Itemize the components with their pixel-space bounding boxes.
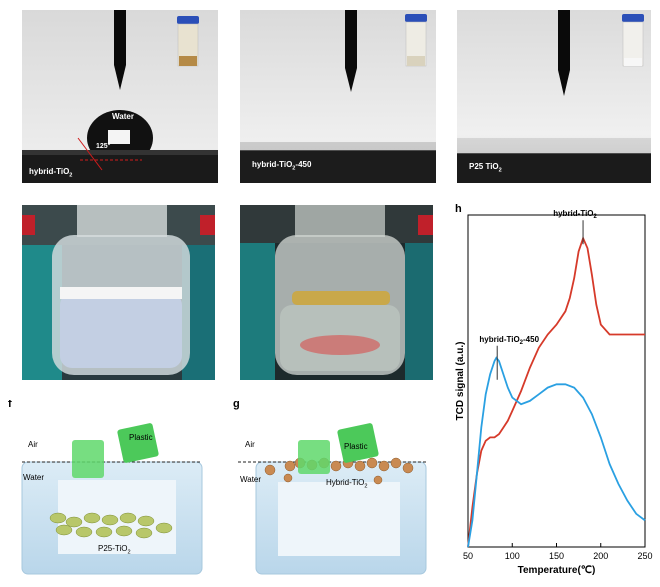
panel-b-image: b hybrid-TiO2-450 [240,10,436,183]
plastic-label-g: Plastic [344,442,368,451]
water-label-f: Water [23,473,45,482]
tpd-chart: 50 100 150 200 250 Temperature(℃) TCD signal (… [455,205,660,583]
needle-shape [114,10,126,90]
angle-label: 125° [96,143,111,150]
panel-a-image: a Water 125° hybrid-TiO2 [22,10,218,183]
panel-e-image: e [240,205,433,380]
contact-angle-photo-a [22,10,218,183]
sample-label-c: P25 TiO2 [469,162,502,174]
y-axis-label: TCD signal (a.u.) [455,342,466,421]
catalyst-label-g: Hybrid-TiO2 [326,478,368,490]
x-tick-label: 100 [505,551,520,561]
air-label-g: Air [245,440,255,449]
contact-angle-photo-c [457,10,651,183]
annotation-hybrid: hybrid-TiO2 [553,209,597,220]
reactor-photo-d [22,205,215,380]
water-label: Water [112,112,134,121]
x-axis-label: Temperature(℃) [518,565,596,576]
tpd-chart-svg: 50 100 150 200 250 Temperature(℃) TCD signal (… [455,209,653,576]
panel-f-schematic: f Air Water Plastic P25-TiO2 [8,400,213,580]
panel-g-schematic: g Air Water Plastic Hybrid-TiO2 [228,400,433,580]
catalyst-label-f: P25-TiO2 [98,544,131,556]
contact-angle-photo-b [240,10,436,183]
schematic-f [21,423,203,575]
reactor-photo-e [240,205,433,380]
water-label-g: Water [240,475,262,484]
sample-label-b: hybrid-TiO2-450 [252,160,312,172]
panel-label-h: h [455,203,462,215]
x-tick-label: 50 [463,551,473,561]
schematic-g [238,423,427,575]
series-line-0 [467,235,645,548]
x-tick-label: 250 [637,551,652,561]
panel-d-image: d [22,205,215,380]
plastic-label-f: Plastic [129,433,153,442]
series-line-1 [467,356,646,548]
x-tick-label: 150 [549,551,564,561]
panel-c-image: c P25 TiO2 [457,10,651,183]
plot-frame [467,214,646,548]
x-tick-label: 200 [593,551,608,561]
panel-label-g: g [233,400,240,410]
sample-label-a: hybrid-TiO2 [29,167,73,179]
air-label-f: Air [28,440,38,449]
panel-label-f: f [8,400,12,410]
annotation-hybrid-450: hybrid-TiO2-450 [479,335,539,346]
